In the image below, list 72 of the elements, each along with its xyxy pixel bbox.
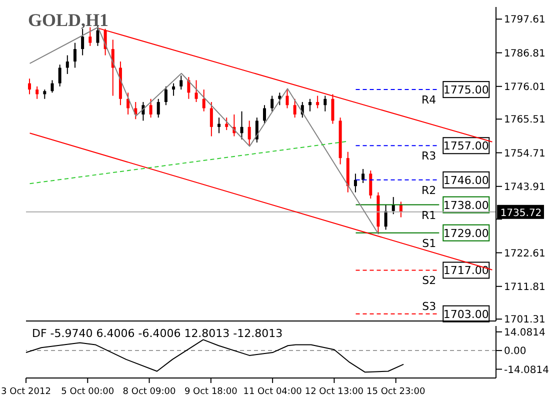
ref-line-label: 1738.00 <box>443 198 489 212</box>
candlestick <box>225 117 228 131</box>
candlestick <box>308 98 312 112</box>
y-tick-label: 1701.31 <box>504 314 546 326</box>
candlestick <box>149 98 152 118</box>
ref-line-label: 1729.00 <box>443 226 489 240</box>
annotation: R2 <box>421 184 436 197</box>
candlestick <box>331 94 334 124</box>
y-tick-label: 1722.61 <box>504 248 546 260</box>
candlestick <box>156 98 160 118</box>
y-tick-label: 1711.81 <box>504 282 546 293</box>
x-tick-label: 8 Oct 09:00 <box>122 387 176 397</box>
ref-line-label: 1735.72 <box>500 208 542 219</box>
candlestick <box>58 64 62 87</box>
x-tick-label: 9 Oct 18:00 <box>184 387 238 397</box>
candlestick <box>263 104 266 124</box>
candlestick <box>73 42 76 68</box>
y-tick-label: 1776.01 <box>504 82 546 93</box>
candlestick <box>362 168 365 184</box>
y-tick-label: 1786.81 <box>504 48 546 60</box>
candlestick <box>28 78 31 95</box>
candlestick <box>248 120 251 146</box>
candlestick <box>187 76 190 100</box>
candlestick <box>180 75 183 90</box>
candlestick <box>354 173 357 193</box>
ref-line-label: 1757.00 <box>443 140 489 153</box>
candlestick <box>164 86 168 106</box>
x-tick-label: 3 Oct 2012 <box>1 387 51 397</box>
candlestick <box>240 110 244 140</box>
annotation: S2 <box>422 274 436 288</box>
annotation: R4 <box>421 94 436 107</box>
candlestick <box>270 95 274 112</box>
candlestick <box>286 89 289 109</box>
y-tick-label: 1797.61 <box>504 14 546 26</box>
annotation: R3 <box>421 150 436 163</box>
y-tick-label: 0.00 <box>504 346 526 358</box>
ref-line-label: 1703.00 <box>443 308 489 321</box>
y-tick-label: 1765.51 <box>504 114 546 126</box>
candlestick <box>384 204 388 230</box>
x-tick-label: 11 Oct 04:00 <box>243 387 302 397</box>
y-tick-label: -14.0814 <box>504 364 549 376</box>
y-tick-label: 1743.91 <box>504 182 546 193</box>
candlestick <box>66 54 69 74</box>
line-series <box>26 339 404 373</box>
ref-line-label: 1746.00 <box>443 174 489 187</box>
candlestick <box>36 86 39 100</box>
candlestick <box>50 80 54 94</box>
x-tick-label: 12 Oct 13:00 <box>304 387 364 397</box>
candlestick <box>81 28 84 56</box>
candlestick <box>202 89 206 112</box>
x-tick-label: 15 Oct 23:00 <box>366 387 426 397</box>
candlestick <box>218 117 221 134</box>
candlestick <box>210 102 213 137</box>
ref-line-label: 1775.00 <box>443 84 489 97</box>
y-tick-label: 14.0814 <box>504 327 546 338</box>
candlestick <box>324 95 327 112</box>
candlestick <box>255 117 258 144</box>
chart-title: GOLD,H1 <box>28 10 109 31</box>
annotation: S3 <box>422 300 436 313</box>
candlestick <box>172 82 176 96</box>
candlestick <box>369 170 372 200</box>
ref-line-label: 1717.00 <box>443 264 489 278</box>
candlestick <box>194 80 198 103</box>
candlestick <box>43 89 46 100</box>
annotation: S1 <box>422 236 436 250</box>
chart-title: DF -5.9740 6.4006 -6.4006 12.8013 -12.8013 <box>32 327 283 340</box>
candlestick <box>316 95 320 109</box>
y-tick-label: 1754.71 <box>504 148 546 160</box>
annotation: R1 <box>421 208 436 222</box>
candlestick <box>293 98 296 118</box>
x-tick-label: 5 Oct 00:00 <box>61 387 114 397</box>
candlestick <box>278 92 282 106</box>
